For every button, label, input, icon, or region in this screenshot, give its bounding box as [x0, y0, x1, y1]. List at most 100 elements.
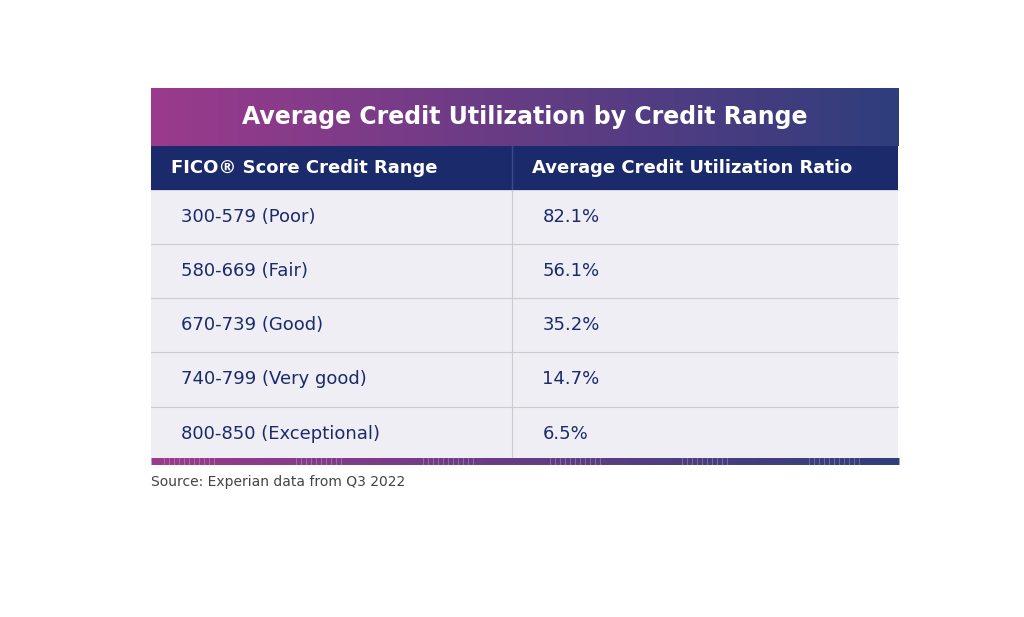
Bar — [816, 88, 819, 146]
Bar — [246, 88, 249, 146]
Bar — [493, 88, 496, 146]
Bar — [620, 88, 623, 146]
Bar — [662, 88, 665, 146]
Bar — [547, 88, 551, 146]
Bar — [564, 88, 568, 146]
Bar — [430, 88, 433, 146]
Bar — [270, 88, 274, 146]
Bar — [159, 88, 162, 146]
Bar — [635, 88, 638, 146]
Bar — [390, 88, 393, 146]
Bar — [574, 88, 578, 146]
Bar — [527, 88, 530, 146]
Bar — [263, 88, 266, 146]
Bar — [714, 88, 718, 146]
Bar — [667, 88, 670, 146]
Bar — [355, 88, 358, 146]
Bar — [580, 88, 583, 146]
Bar — [214, 88, 217, 146]
Bar — [402, 88, 407, 146]
Bar — [333, 88, 336, 146]
Bar — [699, 88, 702, 146]
Bar — [647, 88, 650, 146]
Bar — [505, 88, 508, 146]
Bar — [701, 88, 705, 146]
Bar — [353, 88, 356, 146]
Bar — [597, 88, 600, 146]
Bar — [186, 88, 189, 146]
Bar — [627, 88, 630, 146]
Bar — [157, 88, 160, 146]
Bar — [585, 88, 588, 146]
Bar — [858, 88, 862, 146]
Bar — [373, 88, 376, 146]
Bar — [726, 88, 730, 146]
Bar — [507, 88, 511, 146]
Bar — [378, 88, 381, 146]
Bar — [485, 88, 488, 146]
Bar — [866, 88, 869, 146]
Bar — [258, 88, 261, 146]
Bar — [423, 88, 426, 146]
Bar — [823, 88, 827, 146]
Bar — [774, 88, 777, 146]
Bar — [341, 88, 344, 146]
Bar — [529, 88, 534, 146]
Bar — [652, 88, 655, 146]
Bar — [545, 88, 548, 146]
Bar — [769, 88, 772, 146]
Bar — [465, 88, 468, 146]
Bar — [388, 88, 391, 146]
Bar — [654, 88, 657, 146]
Bar — [809, 88, 812, 146]
Bar — [472, 88, 476, 146]
Bar — [889, 88, 892, 146]
Bar — [152, 190, 898, 244]
Bar — [836, 88, 840, 146]
Bar — [602, 88, 605, 146]
Bar — [385, 88, 389, 146]
Bar — [717, 88, 720, 146]
Bar — [849, 88, 852, 146]
Bar — [268, 88, 271, 146]
Bar — [303, 88, 306, 146]
Bar — [400, 88, 403, 146]
Bar — [522, 88, 525, 146]
Bar — [856, 88, 859, 146]
Bar — [783, 88, 787, 146]
Bar — [228, 88, 231, 146]
Bar — [821, 88, 824, 146]
Bar — [677, 88, 680, 146]
Bar — [152, 244, 898, 299]
Bar — [801, 88, 805, 146]
Bar — [665, 88, 668, 146]
Bar — [834, 88, 837, 146]
Bar — [625, 88, 628, 146]
Bar — [338, 88, 341, 146]
Text: 300-579 (Poor): 300-579 (Poor) — [181, 209, 316, 226]
Bar — [209, 88, 212, 146]
Bar — [362, 88, 367, 146]
Bar — [794, 88, 797, 146]
Bar — [413, 88, 416, 146]
Bar — [590, 88, 593, 146]
Bar — [684, 88, 687, 146]
Bar — [261, 88, 264, 146]
Text: Average Credit Utilization by Credit Range: Average Credit Utilization by Credit Ran… — [242, 105, 808, 129]
Bar — [582, 88, 586, 146]
Bar — [174, 88, 177, 146]
Bar — [524, 88, 528, 146]
Bar — [879, 88, 882, 146]
Bar — [538, 88, 541, 146]
Bar — [324, 88, 327, 146]
Bar — [223, 88, 226, 146]
Bar — [515, 88, 518, 146]
Bar — [445, 88, 449, 146]
Bar — [752, 88, 755, 146]
Bar — [557, 88, 560, 146]
Bar — [689, 88, 692, 146]
Bar — [831, 88, 835, 146]
Bar — [380, 88, 384, 146]
Bar — [818, 88, 822, 146]
Bar — [358, 88, 361, 146]
